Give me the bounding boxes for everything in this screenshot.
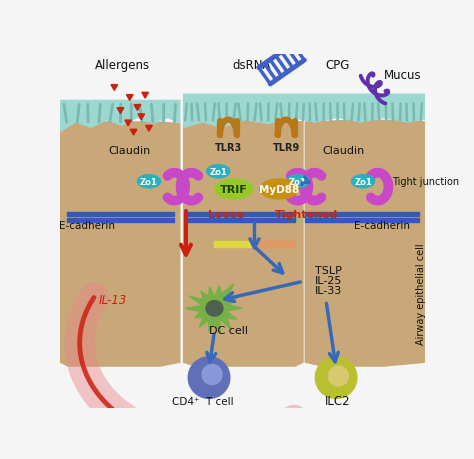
Circle shape — [328, 366, 348, 386]
Bar — [214, 242, 255, 247]
Text: IL-13: IL-13 — [99, 293, 127, 306]
Circle shape — [315, 357, 357, 398]
Text: DC cell: DC cell — [209, 325, 248, 335]
Text: TLR3: TLR3 — [215, 142, 242, 152]
Polygon shape — [61, 101, 180, 132]
Text: IL-25: IL-25 — [315, 275, 342, 285]
Text: Claudin: Claudin — [109, 146, 151, 156]
Text: CPG: CPG — [326, 59, 350, 72]
Ellipse shape — [260, 179, 298, 200]
Text: E-cadherin: E-cadherin — [59, 221, 115, 230]
Text: Loose: Loose — [208, 210, 244, 220]
Ellipse shape — [352, 175, 374, 188]
Text: Tightened: Tightened — [275, 210, 338, 220]
Text: Zo1: Zo1 — [354, 177, 372, 186]
Text: dsRNA: dsRNA — [232, 59, 271, 72]
Bar — [188, 213, 295, 217]
Bar — [305, 213, 419, 217]
Text: CD4⁺  T cell: CD4⁺ T cell — [172, 396, 234, 406]
Text: E-cadherin: E-cadherin — [354, 221, 410, 230]
Circle shape — [202, 365, 222, 385]
Bar — [305, 219, 419, 223]
Bar — [66, 213, 174, 217]
Polygon shape — [134, 106, 141, 111]
Bar — [188, 219, 295, 223]
Text: Zo1: Zo1 — [140, 177, 158, 186]
Ellipse shape — [206, 301, 223, 316]
Text: Claudin: Claudin — [323, 146, 365, 156]
Ellipse shape — [286, 175, 309, 188]
Polygon shape — [117, 108, 124, 114]
Polygon shape — [125, 121, 131, 127]
Polygon shape — [183, 95, 425, 128]
Polygon shape — [186, 284, 242, 334]
Bar — [66, 219, 174, 223]
Polygon shape — [61, 123, 180, 366]
Polygon shape — [130, 130, 137, 136]
Polygon shape — [305, 121, 425, 366]
Polygon shape — [146, 126, 152, 132]
Text: Tight junction: Tight junction — [392, 177, 459, 187]
Circle shape — [188, 357, 230, 398]
Polygon shape — [142, 93, 148, 99]
Ellipse shape — [137, 175, 161, 188]
Polygon shape — [127, 95, 133, 101]
Text: Zo1: Zo1 — [289, 177, 307, 186]
Polygon shape — [138, 115, 145, 120]
Polygon shape — [111, 85, 118, 91]
Text: ILC2: ILC2 — [325, 394, 350, 407]
Text: TSLP: TSLP — [315, 265, 341, 275]
Polygon shape — [183, 121, 303, 366]
Ellipse shape — [214, 179, 253, 200]
Bar — [255, 242, 294, 247]
Text: Airway epithelial cell: Airway epithelial cell — [416, 242, 426, 344]
Text: IL-33: IL-33 — [315, 285, 342, 295]
Ellipse shape — [207, 165, 230, 179]
Text: TRIF: TRIF — [220, 185, 247, 195]
Text: MyD88: MyD88 — [259, 185, 299, 195]
Text: Zo1: Zo1 — [210, 168, 227, 176]
Text: Mucus: Mucus — [384, 69, 422, 82]
Text: Allergens: Allergens — [94, 59, 150, 72]
Text: TLR9: TLR9 — [273, 142, 300, 152]
